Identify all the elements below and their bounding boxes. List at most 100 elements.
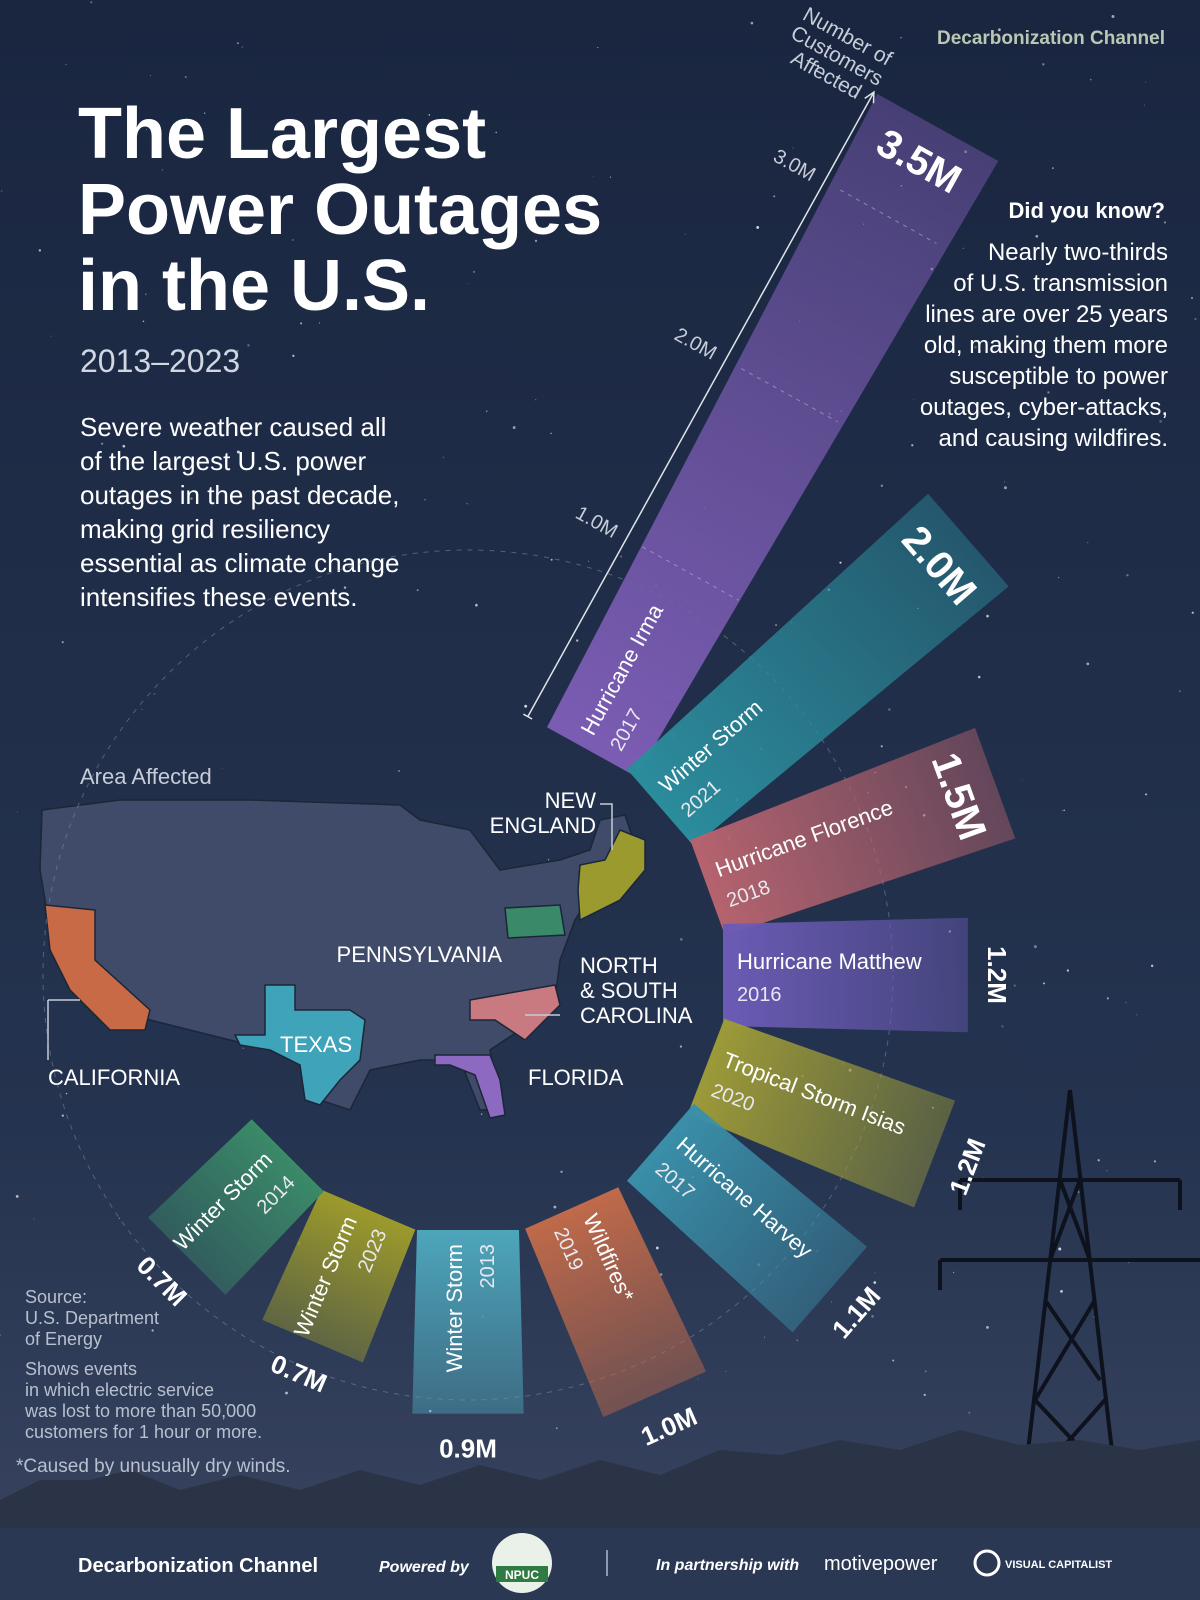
star: [1145, 793, 1148, 796]
star: [1033, 945, 1037, 949]
star: [90, 1, 93, 4]
star: [986, 1325, 989, 1329]
star: [141, 709, 143, 710]
axis-line: [527, 91, 875, 717]
star: [203, 112, 206, 114]
star: [1149, 35, 1152, 38]
star: [442, 456, 445, 459]
star: [142, 320, 145, 323]
star: [953, 1271, 955, 1273]
star: [871, 1315, 874, 1318]
star: [466, 502, 468, 505]
star: [236, 450, 240, 454]
star: [38, 249, 42, 252]
star: [236, 350, 239, 352]
star: [816, 64, 820, 68]
bar: [687, 1018, 956, 1208]
star: [1060, 1289, 1063, 1293]
star: [868, 1301, 870, 1303]
star: [547, 859, 550, 861]
star: [190, 497, 193, 500]
florida: [434, 1054, 506, 1119]
star: [1062, 810, 1064, 812]
star: [560, 1170, 563, 1174]
star: [380, 419, 382, 421]
npuc-logo-band: [496, 1566, 548, 1582]
star: [1058, 576, 1060, 579]
star: [398, 769, 401, 772]
region-label: TEXAS: [280, 1032, 352, 1057]
star: [575, 639, 579, 642]
star: [1179, 690, 1181, 692]
star: [1058, 1247, 1062, 1251]
bar: [626, 493, 1009, 847]
bar: [148, 1119, 324, 1295]
method-line: Shows events: [25, 1359, 137, 1379]
star: [467, 283, 469, 284]
region-label: NORTH: [580, 953, 658, 978]
subtitle: 2013–2023: [80, 343, 240, 379]
region-label: PENNSYLVANIA: [337, 942, 503, 967]
star: [97, 144, 99, 146]
region-label: ENGLAND: [490, 813, 596, 838]
star: [247, 344, 250, 347]
star: [416, 589, 419, 592]
bar-label: Hurricane Matthew 2016: [737, 949, 922, 1006]
star: [550, 558, 553, 561]
star: [495, 455, 497, 457]
description-line: essential as climate change: [80, 548, 399, 578]
star: [888, 708, 891, 711]
bar: [547, 93, 999, 777]
star: [775, 624, 778, 627]
star: [836, 76, 839, 80]
star: [65, 63, 67, 65]
grid-line: [741, 368, 838, 423]
brand: Decarbonization Channel: [937, 28, 1165, 49]
map-title: Area Affected: [80, 764, 212, 789]
vc-logo: [973, 1549, 1001, 1577]
title-line: in the U.S.: [78, 246, 430, 326]
star: [0, 190, 3, 192]
star: [1001, 1025, 1004, 1028]
region-label: CALIFORNIA: [48, 1065, 180, 1090]
star: [151, 1329, 154, 1332]
star: [830, 1301, 833, 1303]
did-you-know-line: and causing wildfires.: [939, 425, 1168, 452]
star: [300, 322, 303, 325]
did-you-know-line: Nearly two-thirds: [988, 239, 1168, 266]
star: [1194, 317, 1197, 321]
star: [1145, 81, 1147, 83]
footer-visual-capitalist: VISUAL CAPITALIST: [1005, 1559, 1112, 1571]
star: [224, 1403, 227, 1406]
star: [61, 1114, 64, 1117]
bar: [412, 1230, 524, 1414]
star: [1004, 481, 1006, 483]
star: [1013, 984, 1016, 987]
star: [236, 42, 239, 45]
star: [911, 444, 914, 447]
star: [1063, 809, 1066, 812]
star: [95, 156, 97, 158]
star: [144, 293, 147, 296]
star: [50, 335, 52, 337]
star: [1126, 574, 1129, 577]
star: [555, 1427, 558, 1430]
star: [697, 1378, 699, 1380]
star: [92, 589, 94, 591]
bar: [626, 1103, 868, 1333]
star: [997, 28, 1001, 32]
star: [1089, 78, 1092, 81]
star: [1111, 15, 1115, 18]
star: [1190, 296, 1194, 300]
houses: [0, 1430, 1200, 1530]
pennsylvania: [504, 904, 566, 939]
star: [750, 21, 754, 25]
description-line: making grid resiliency: [80, 514, 330, 544]
star: [292, 354, 295, 358]
grid-line: [839, 189, 937, 244]
star: [318, 322, 321, 324]
star: [900, 36, 902, 39]
star: [1086, 541, 1089, 544]
